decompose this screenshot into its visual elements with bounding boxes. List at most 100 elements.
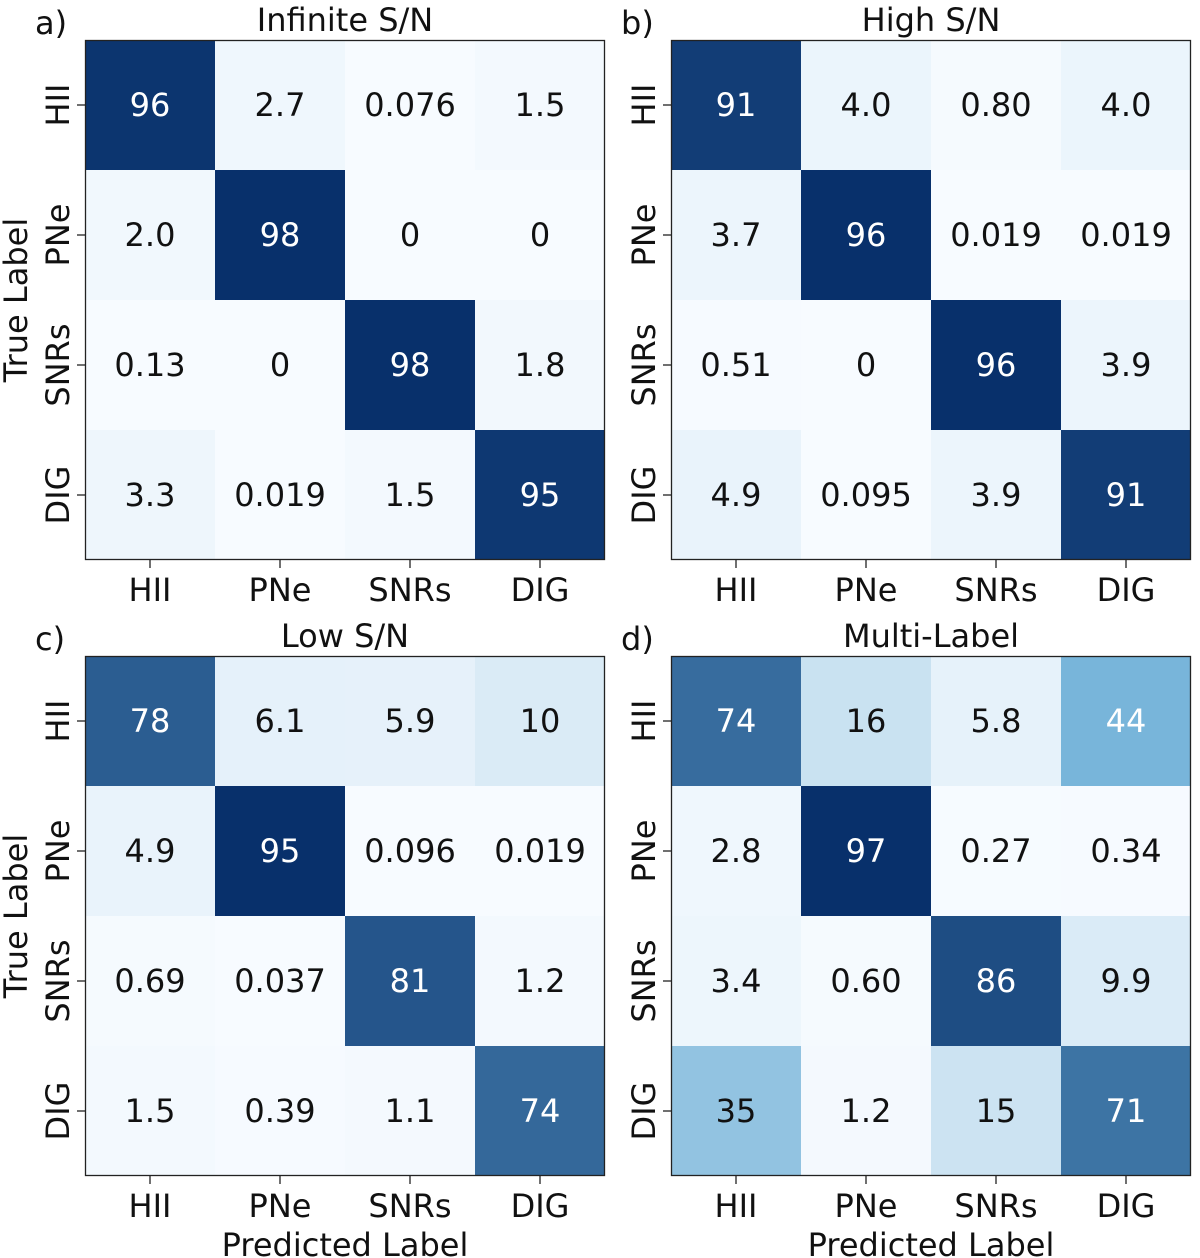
cell-value-label: 97 <box>846 832 887 870</box>
heatmap-cell <box>85 786 215 916</box>
cell-value-label: 98 <box>260 216 301 254</box>
panel-title: Multi-Label <box>843 617 1019 655</box>
x-tick-label: DIG <box>511 1187 570 1225</box>
heatmap-cell <box>345 300 475 430</box>
cell-value-label: 1.1 <box>385 1092 436 1130</box>
panel-4: 74 16 5.8 44 2.8 97 0.27 0.34 3.4 0.60 86 9.9 35 1.2 1… <box>621 617 1192 1258</box>
heatmap-cell <box>85 1046 215 1176</box>
x-tick-label: DIG <box>511 571 570 609</box>
panel-frame <box>84 39 606 561</box>
y-tick-label: SNRs <box>625 323 663 406</box>
panel-1: 96 2.7 0.076 1.5 2.0 98 0 0 0.13 0 98 1.8 3.3 0.019 1.… <box>0 1 606 609</box>
y-tick-label: HII <box>625 84 663 127</box>
heatmap-cell <box>85 40 215 170</box>
heatmap-cell <box>1061 1046 1191 1176</box>
heatmap-cell <box>1061 40 1191 170</box>
heatmap-cell <box>475 40 605 170</box>
y-tick-label: DIG <box>625 1082 663 1141</box>
heatmap-cell <box>801 430 931 560</box>
heatmap-cell <box>215 656 345 786</box>
x-tick-label: PNe <box>835 1187 898 1225</box>
cell-value-label: 96 <box>130 86 171 124</box>
cell-value-label: 1.5 <box>515 86 566 124</box>
heatmap-cell <box>475 916 605 1046</box>
heatmap-cell <box>475 786 605 916</box>
x-tick-label: SNRs <box>954 571 1037 609</box>
x-tick-label: DIG <box>1097 1187 1156 1225</box>
cell-value-label: 4.9 <box>125 832 176 870</box>
cell-value-label: 0.60 <box>830 962 901 1000</box>
cell-value-label: 81 <box>390 962 431 1000</box>
x-tick-label: SNRs <box>368 1187 451 1225</box>
heatmap-cell <box>1061 916 1191 1046</box>
heatmap-cell <box>671 786 801 916</box>
heatmap-cell <box>671 1046 801 1176</box>
heatmap-cell <box>345 916 475 1046</box>
cell-value-label: 0.34 <box>1090 832 1161 870</box>
cell-value-label: 5.9 <box>385 702 436 740</box>
cell-value-label: 0.27 <box>960 832 1031 870</box>
heatmap-cell <box>1061 786 1191 916</box>
panel-letter: c) <box>35 620 65 658</box>
cell-value-label: 3.9 <box>971 476 1022 514</box>
cell-value-label: 0 <box>400 216 420 254</box>
heatmap-cell <box>671 40 801 170</box>
heatmap-cell <box>671 656 801 786</box>
heatmap-cell <box>801 786 931 916</box>
heatmap-cell <box>345 40 475 170</box>
cell-value-label: 74 <box>520 1092 561 1130</box>
cell-value-label: 1.5 <box>385 476 436 514</box>
heatmap-cell <box>931 170 1061 300</box>
x-tick-label: SNRs <box>954 1187 1037 1225</box>
cell-value-label: 2.0 <box>125 216 176 254</box>
cell-value-label: 78 <box>130 702 171 740</box>
y-tick-label: SNRs <box>39 939 77 1022</box>
cell-value-label: 95 <box>520 476 561 514</box>
cell-value-label: 1.5 <box>125 1092 176 1130</box>
heatmap-cell <box>215 170 345 300</box>
x-axis-label: Predicted Label <box>808 1226 1055 1258</box>
heatmap-cell <box>1061 430 1191 560</box>
cell-value-label: 9.9 <box>1101 962 1152 1000</box>
panel-title: Low S/N <box>281 617 409 655</box>
heatmap-cell <box>801 916 931 1046</box>
y-axis-label: True Label <box>0 834 35 999</box>
cell-value-label: 0 <box>270 346 290 384</box>
cell-value-label: 86 <box>976 962 1017 1000</box>
panel-3: 78 6.1 5.9 10 4.9 95 0.096 0.019 0.69 0.037 81 1.2 1… <box>0 617 606 1258</box>
heatmap-cell <box>215 300 345 430</box>
heatmap-cell <box>931 40 1061 170</box>
y-tick-label: PNe <box>625 204 663 267</box>
heatmap-cell <box>345 656 475 786</box>
y-tick-label: SNRs <box>625 939 663 1022</box>
cell-value-label: 10 <box>520 702 561 740</box>
heatmap-cell <box>1061 656 1191 786</box>
cell-value-label: 0.019 <box>1080 216 1172 254</box>
cell-value-label: 5.8 <box>971 702 1022 740</box>
heatmap-cell <box>931 916 1061 1046</box>
cell-value-label: 0.13 <box>114 346 185 384</box>
cell-value-label: 98 <box>390 346 431 384</box>
cell-value-label: 0 <box>856 346 876 384</box>
cell-value-label: 44 <box>1106 702 1147 740</box>
cell-value-label: 3.4 <box>711 962 762 1000</box>
heatmap-cell <box>801 656 931 786</box>
cell-value-label: 0.69 <box>114 962 185 1000</box>
heatmap-cell <box>85 656 215 786</box>
heatmap-cell <box>931 430 1061 560</box>
x-tick-label: HII <box>129 571 172 609</box>
heatmap-cell <box>85 916 215 1046</box>
heatmap-cell <box>801 300 931 430</box>
cell-value-label: 71 <box>1106 1092 1147 1130</box>
y-tick-label: PNe <box>39 820 77 883</box>
heatmap-cell <box>345 430 475 560</box>
panel-letter: b) <box>621 4 654 42</box>
cell-value-label: 3.7 <box>711 216 762 254</box>
cell-value-label: 1.2 <box>841 1092 892 1130</box>
cell-value-label: 2.7 <box>255 86 306 124</box>
panel-letter: a) <box>35 4 67 42</box>
cell-value-label: 3.9 <box>1101 346 1152 384</box>
cell-value-label: 16 <box>846 702 887 740</box>
panel-frame <box>670 39 1192 561</box>
